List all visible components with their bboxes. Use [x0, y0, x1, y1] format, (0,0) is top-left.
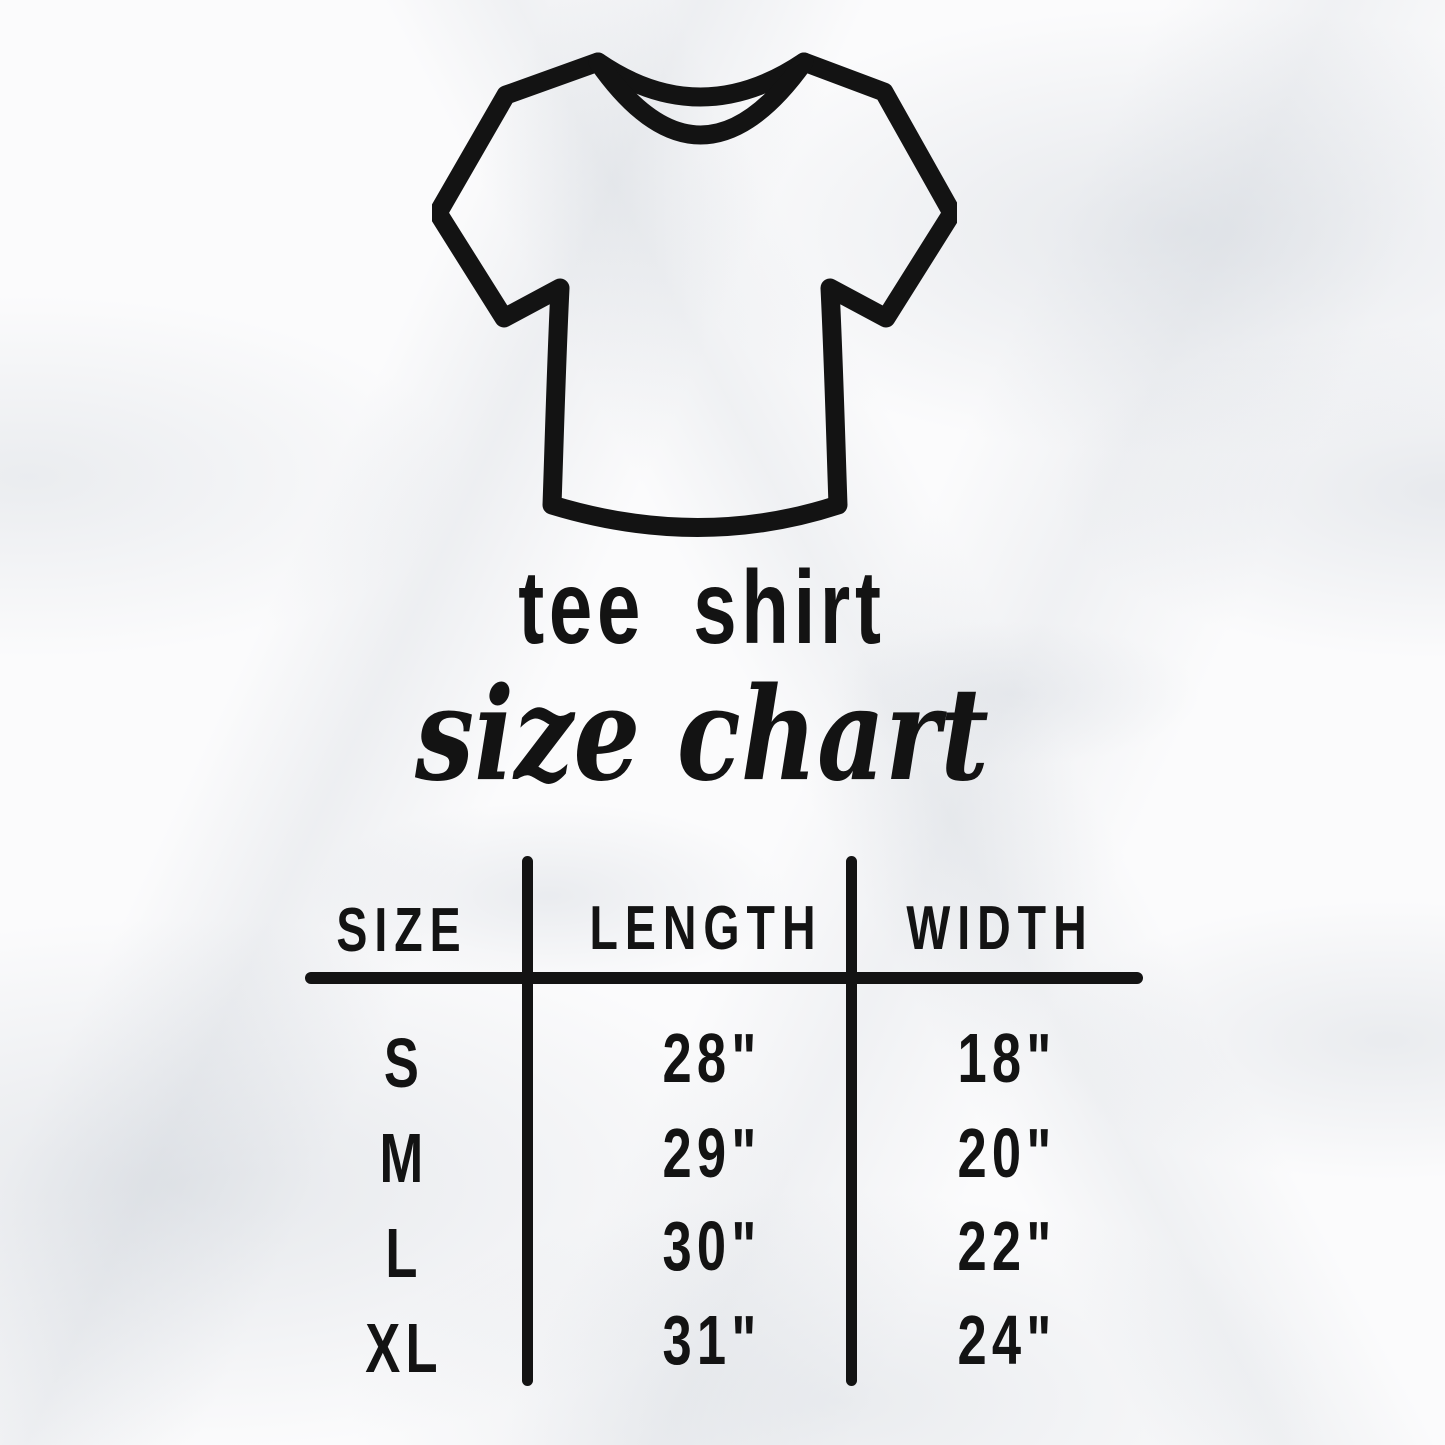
- page-title-text: tee shirt: [518, 550, 886, 666]
- column-header-width: WIDTH: [906, 894, 1094, 963]
- table-header-rule: [305, 972, 1143, 984]
- cell-width: 20": [957, 1114, 1057, 1192]
- cell-size: XL: [365, 1309, 443, 1387]
- cell-width: 24": [957, 1301, 1057, 1379]
- page-subtitle-text: size chart: [415, 660, 989, 810]
- column-header-size: SIZE: [336, 896, 468, 965]
- page-title: tee shirt: [0, 556, 1404, 660]
- column-header-length: LENGTH: [589, 894, 823, 963]
- tee-shirt-icon: [432, 52, 957, 537]
- tee-shirt-outline: [432, 52, 957, 537]
- cell-width: 22": [957, 1207, 1057, 1285]
- cell-length: 29": [662, 1114, 762, 1192]
- cell-size: M: [379, 1119, 429, 1197]
- cell-size: S: [383, 1024, 425, 1102]
- table-vertical-rule-right: [846, 856, 857, 1386]
- cell-length: 28": [662, 1019, 762, 1097]
- cell-width: 18": [957, 1019, 1057, 1097]
- cell-length: 31": [662, 1301, 762, 1379]
- page-subtitle: size chart: [0, 652, 1404, 818]
- cell-length: 30": [662, 1207, 762, 1285]
- cell-size: L: [385, 1214, 423, 1292]
- table-vertical-rule-left: [522, 856, 533, 1386]
- tee-shirt-collar: [588, 52, 814, 145]
